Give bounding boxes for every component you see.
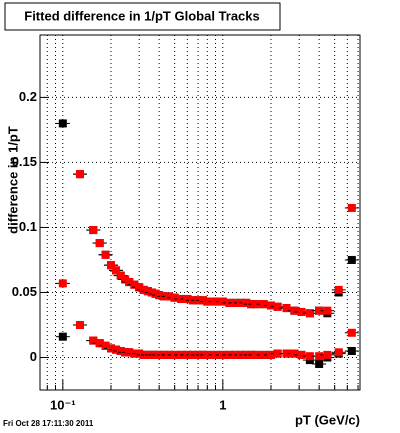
marker — [183, 294, 192, 303]
y-tick-label: 0.2 — [19, 89, 37, 104]
marker — [273, 349, 282, 358]
marker — [211, 297, 220, 306]
marker — [251, 350, 260, 359]
marker — [211, 350, 220, 359]
x-tick-label: 1 — [219, 397, 226, 412]
marker — [130, 280, 139, 289]
marker — [290, 349, 299, 358]
marker — [155, 291, 164, 300]
marker — [170, 293, 179, 302]
marker — [203, 297, 212, 306]
y-tick-label: 0.05 — [12, 284, 37, 299]
marker — [203, 350, 212, 359]
marker — [315, 306, 324, 315]
marker — [75, 170, 84, 179]
marker — [334, 348, 343, 357]
marker — [116, 271, 125, 280]
marker — [101, 341, 110, 350]
marker — [347, 255, 356, 264]
marker — [75, 320, 84, 329]
marker — [125, 278, 134, 287]
marker — [251, 300, 260, 309]
marker — [101, 250, 110, 259]
y-tick-label: 0.15 — [12, 154, 37, 169]
marker — [112, 266, 121, 275]
marker — [164, 292, 173, 301]
marker — [347, 328, 356, 337]
marker — [273, 302, 282, 311]
title-box — [4, 2, 281, 31]
marker — [139, 285, 148, 294]
marker — [315, 352, 324, 361]
marker — [297, 350, 306, 359]
marker — [218, 297, 227, 306]
marker — [282, 304, 291, 313]
marker — [305, 309, 314, 318]
marker — [58, 332, 67, 341]
timestamp: Fri Oct 28 17:11:30 2011 — [3, 419, 94, 428]
marker — [323, 306, 332, 315]
y-tick-label: 0.1 — [19, 219, 37, 234]
marker — [95, 339, 104, 348]
marker — [198, 296, 207, 305]
marker — [121, 275, 130, 284]
marker — [89, 226, 98, 235]
x-tick-label: 10⁻¹ — [50, 397, 76, 412]
marker — [135, 283, 144, 292]
y-tick-label: 0 — [30, 349, 37, 364]
marker — [305, 352, 314, 361]
plot-frame — [39, 34, 361, 391]
marker — [266, 350, 275, 359]
marker — [106, 261, 115, 270]
marker — [347, 203, 356, 212]
marker — [334, 285, 343, 294]
marker — [125, 348, 134, 357]
x-axis-label: pT (GeV/c) — [295, 412, 360, 427]
y-axis-label: difference in 1/pT — [5, 126, 20, 234]
chart-title: Fitted difference in 1/pT Global Tracks — [24, 8, 260, 23]
marker — [135, 349, 144, 358]
marker — [116, 346, 125, 355]
marker — [266, 301, 275, 310]
marker — [297, 307, 306, 316]
marker — [58, 279, 67, 288]
marker — [259, 300, 268, 309]
marker — [259, 350, 268, 359]
marker — [347, 346, 356, 355]
marker — [242, 298, 251, 307]
marker — [290, 306, 299, 315]
marker — [58, 119, 67, 128]
marker — [112, 345, 121, 354]
marker — [315, 359, 324, 368]
marker — [95, 239, 104, 248]
marker — [282, 349, 291, 358]
marker — [89, 336, 98, 345]
marker — [323, 350, 332, 359]
marker — [106, 344, 115, 353]
